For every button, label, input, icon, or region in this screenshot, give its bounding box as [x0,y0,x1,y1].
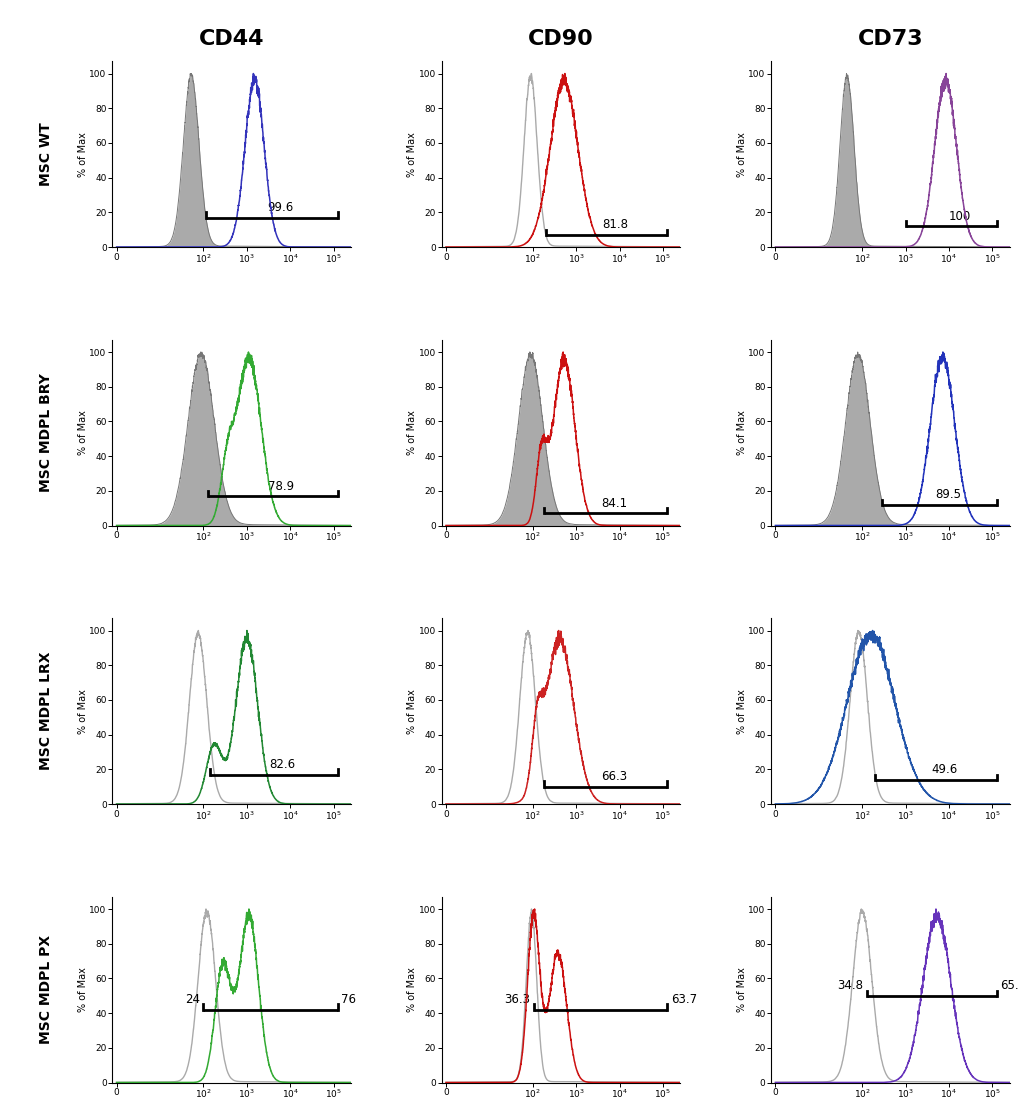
Text: 78.9: 78.9 [268,480,294,492]
Text: MSC MDPL PX: MSC MDPL PX [39,935,53,1045]
Y-axis label: % of Max: % of Max [407,689,417,733]
Text: 36.3: 36.3 [503,993,530,1007]
Text: 24: 24 [184,993,200,1007]
Text: 84.1: 84.1 [600,497,627,510]
Text: 82.6: 82.6 [269,758,296,771]
Text: 49.6: 49.6 [930,763,957,777]
Text: 100: 100 [948,210,970,223]
Y-axis label: % of Max: % of Max [77,411,88,455]
Text: 66.3: 66.3 [600,770,627,783]
Text: MSC MDPL BRY: MSC MDPL BRY [39,373,53,492]
Text: 99.6: 99.6 [267,201,293,214]
Text: CD90: CD90 [528,29,593,49]
Y-axis label: % of Max: % of Max [77,689,88,733]
Text: MSC WT: MSC WT [39,123,53,186]
Y-axis label: % of Max: % of Max [736,132,746,176]
Text: 89.5: 89.5 [934,488,960,501]
Y-axis label: % of Max: % of Max [736,411,746,455]
Y-axis label: % of Max: % of Max [407,411,417,455]
Text: 34.8: 34.8 [837,980,862,992]
Text: CD73: CD73 [857,29,922,49]
Y-axis label: % of Max: % of Max [407,968,417,1012]
Text: 65.2: 65.2 [1000,980,1019,992]
Text: MSC MDPL LRX: MSC MDPL LRX [39,652,53,770]
Text: 76: 76 [341,993,356,1007]
Y-axis label: % of Max: % of Max [736,968,746,1012]
Y-axis label: % of Max: % of Max [736,689,746,733]
Text: 63.7: 63.7 [671,993,696,1007]
Text: CD44: CD44 [199,29,264,49]
Y-axis label: % of Max: % of Max [77,968,88,1012]
Text: 81.8: 81.8 [601,219,628,231]
Y-axis label: % of Max: % of Max [407,132,417,176]
Y-axis label: % of Max: % of Max [77,132,88,176]
